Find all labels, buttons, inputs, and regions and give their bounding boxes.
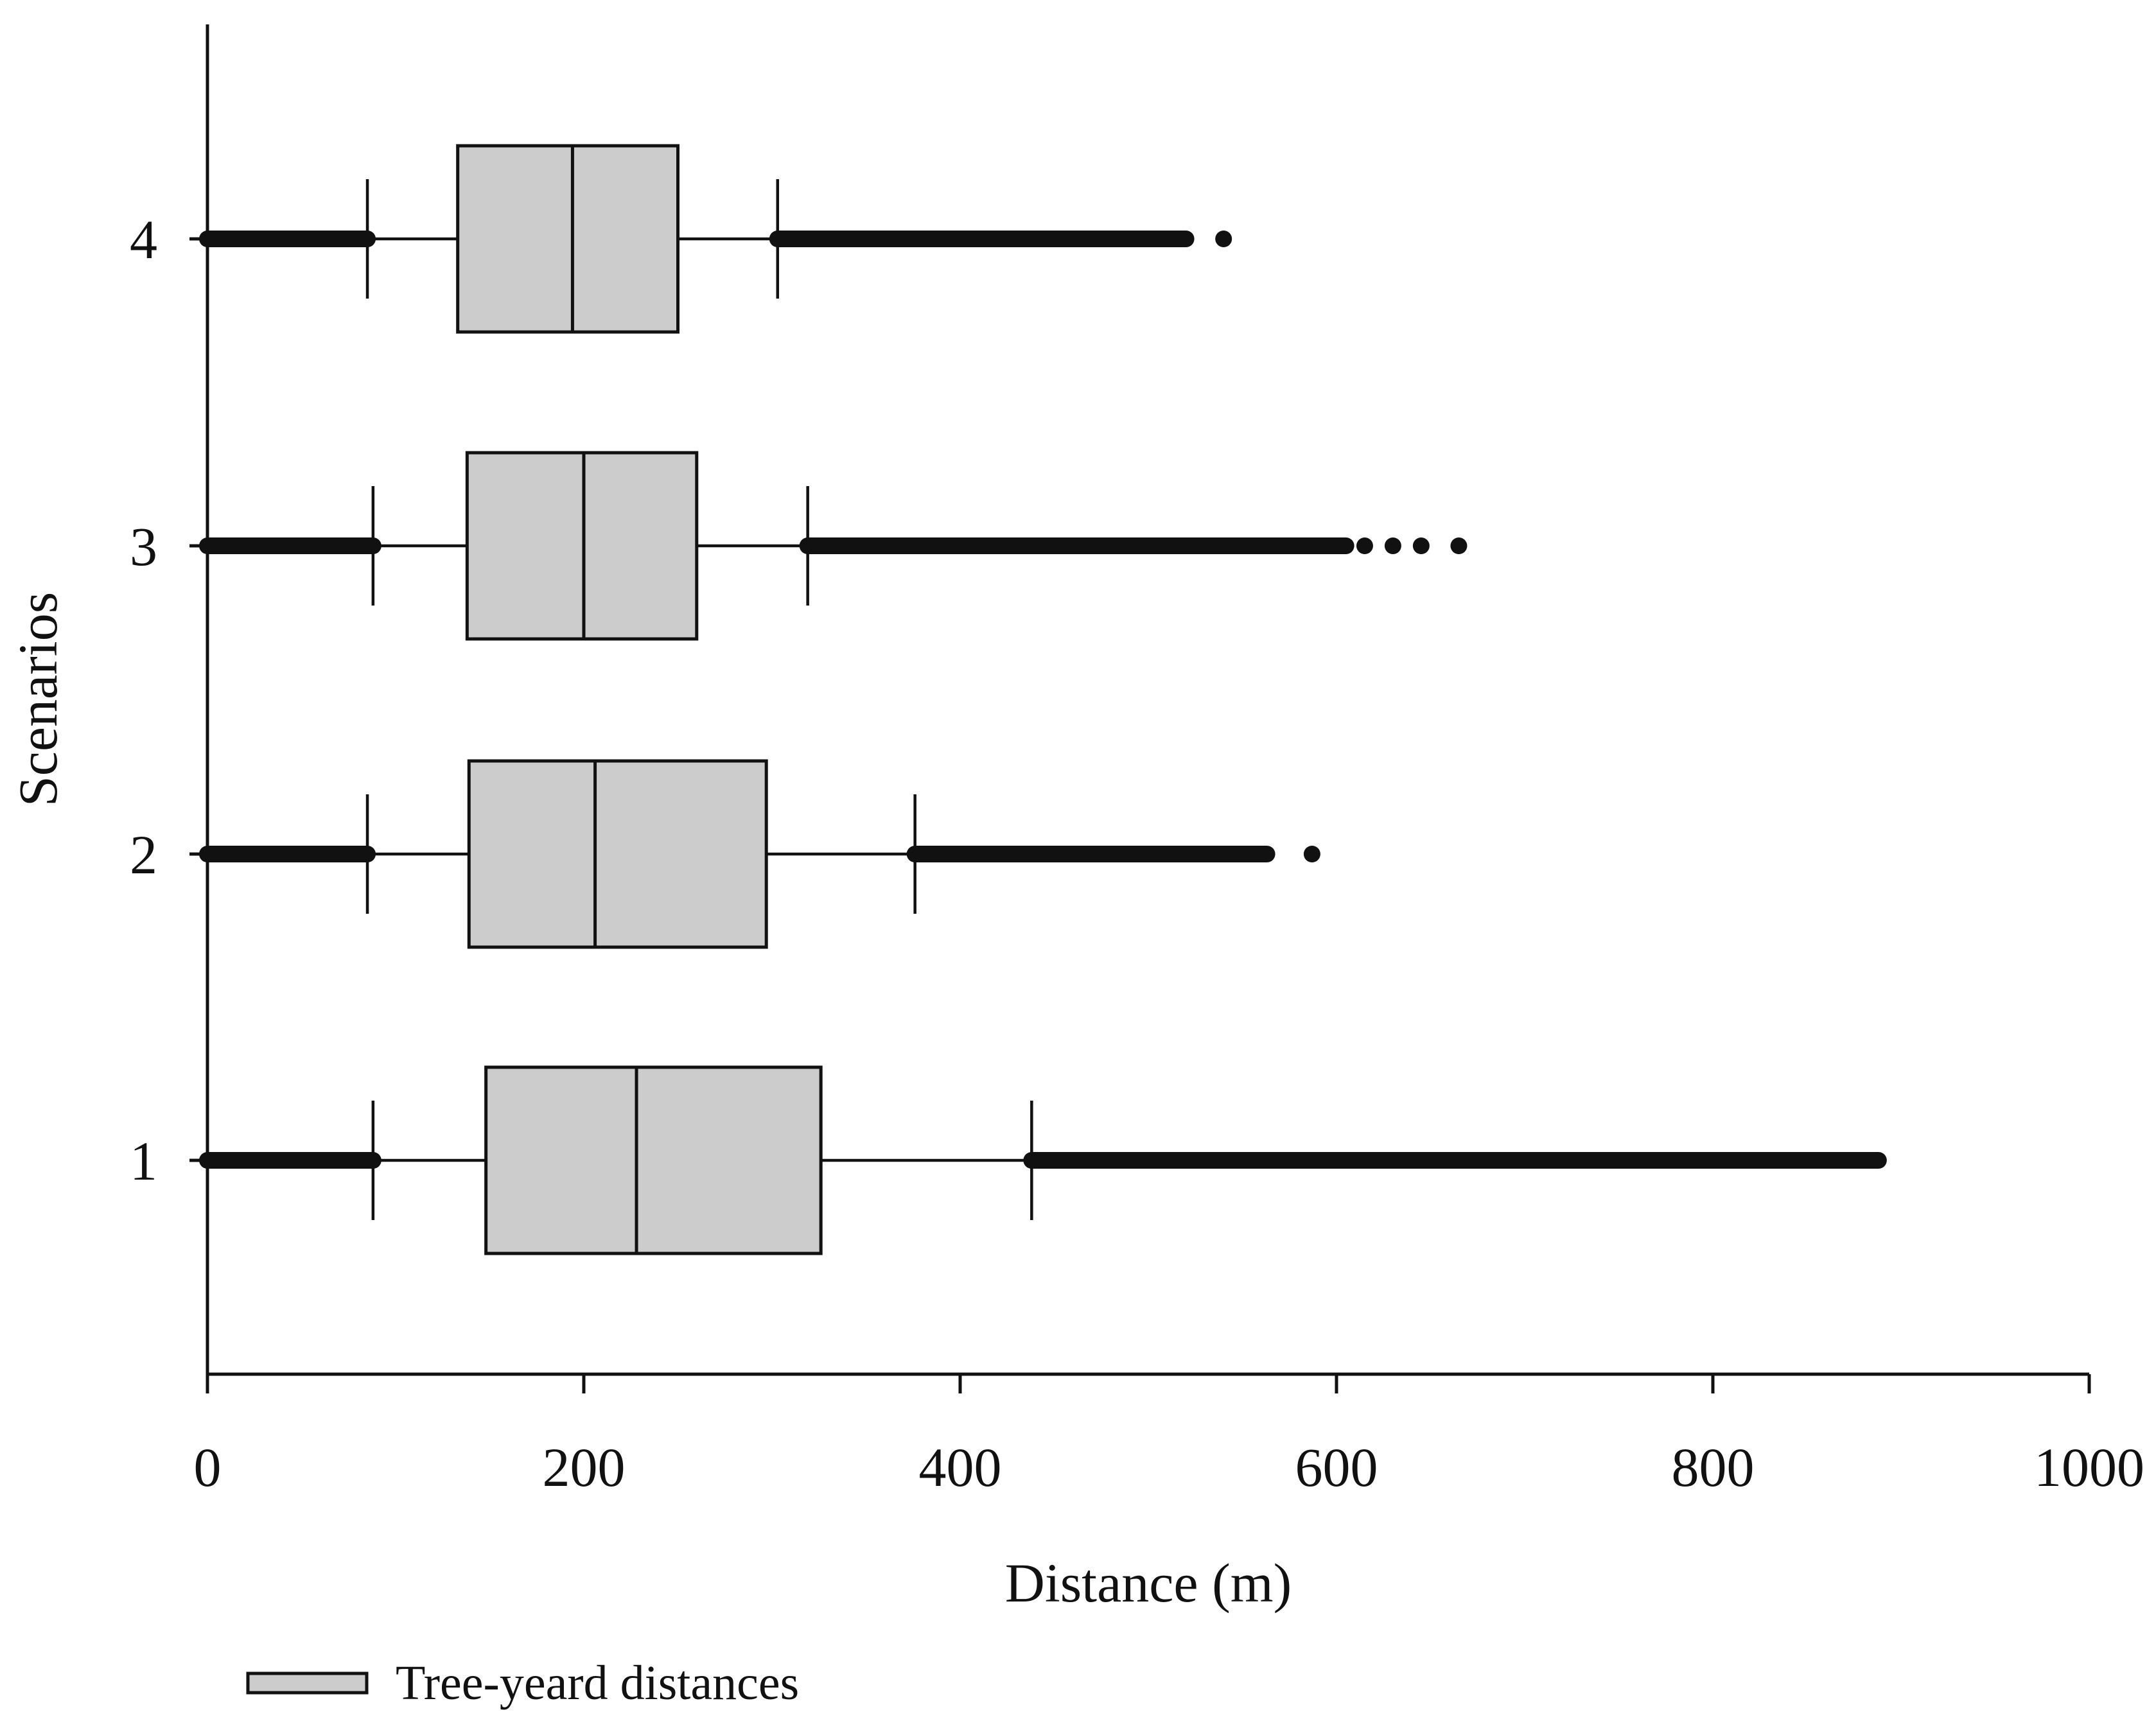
outlier-point	[1215, 231, 1232, 247]
iqr-box	[465, 451, 699, 641]
x-axis-ticks: 0 200 400 600 800 1000	[194, 1374, 2144, 1498]
x-tick-label: 400	[919, 1436, 1002, 1498]
y-axis-title: Scenarios	[7, 592, 69, 807]
outlier-point	[1356, 537, 1373, 554]
x-tick-label: 800	[1672, 1436, 1755, 1498]
box-series-4	[199, 144, 1232, 334]
legend-swatch	[246, 1671, 369, 1695]
y-tick-label: 4	[130, 209, 157, 270]
box-plot-series-group	[199, 144, 1887, 1255]
iqr-box	[467, 759, 768, 949]
y-axis-ticks: 1 2 3 4	[130, 209, 207, 1192]
legend-label: Tree-yeard distances	[396, 1656, 799, 1710]
outlier-point	[1450, 537, 1468, 554]
legend: Tree-yeard distances	[246, 1656, 799, 1710]
x-tick-label: 200	[543, 1436, 626, 1498]
x-tick-label: 0	[194, 1436, 222, 1498]
outlier-point	[1412, 537, 1430, 554]
x-tick-label: 600	[1295, 1436, 1378, 1498]
y-tick-label: 3	[130, 516, 157, 577]
box-series-1	[199, 1065, 1887, 1255]
iqr-box	[484, 1065, 823, 1255]
outlier-point	[1384, 537, 1401, 554]
outlier-point	[1303, 846, 1320, 862]
x-axis-title: Distance (m)	[1005, 1552, 1292, 1614]
x-tick-label: 1000	[2034, 1436, 2144, 1498]
y-tick-label: 2	[130, 824, 157, 886]
box-series-3	[199, 451, 1468, 641]
iqr-box	[456, 144, 679, 334]
y-tick-label: 1	[130, 1130, 157, 1192]
box-series-2	[199, 759, 1320, 949]
